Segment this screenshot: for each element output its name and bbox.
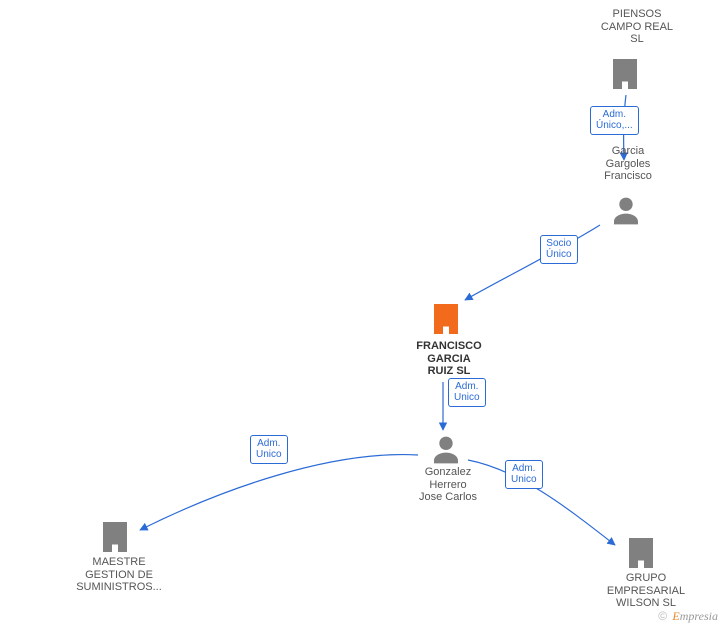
watermark-e: E (672, 609, 679, 623)
building-icon[interactable] (428, 301, 464, 337)
building-icon[interactable] (623, 535, 659, 571)
person-icon[interactable] (430, 434, 462, 466)
building-icon[interactable] (607, 56, 643, 92)
edge-label-garcia-francisco: Socio Único (540, 235, 578, 264)
edge-label-gonzalez-maestre: Adm. Unico (250, 435, 288, 464)
node-label-maestre: MAESTRE GESTION DE SUMINISTROS... (69, 556, 169, 594)
edge-label-gonzalez-grupo: Adm. Unico (505, 460, 543, 489)
edge-label-piensos-garcia: Adm. Único,... (590, 106, 639, 135)
copyright-symbol: © (658, 609, 667, 623)
node-label-piensos: PIENSOS CAMPO REAL SL (594, 8, 680, 46)
node-label-garcia-gargoles: Garcia Gargoles Francisco (588, 145, 668, 183)
building-icon[interactable] (97, 519, 133, 555)
node-label-gonzalez: Gonzalez Herrero Jose Carlos (406, 466, 490, 504)
watermark-rest: mpresia (680, 609, 718, 623)
node-label-grupo: GRUPO EMPRESARIAL WILSON SL (597, 572, 695, 610)
person-icon[interactable] (610, 195, 642, 227)
node-label-francisco-garcia: FRANCISCO GARCIA RUIZ SL (409, 340, 489, 378)
edge-gonzalez-maestre (140, 455, 418, 530)
edge-garcia-francisco (465, 225, 600, 300)
watermark: © Empresia (658, 609, 718, 624)
edge-label-francisco-gonzalez: Adm. Unico (448, 378, 486, 407)
diagram-canvas: Adm. Único,... Socio Único Adm. Unico Ad… (0, 0, 728, 630)
